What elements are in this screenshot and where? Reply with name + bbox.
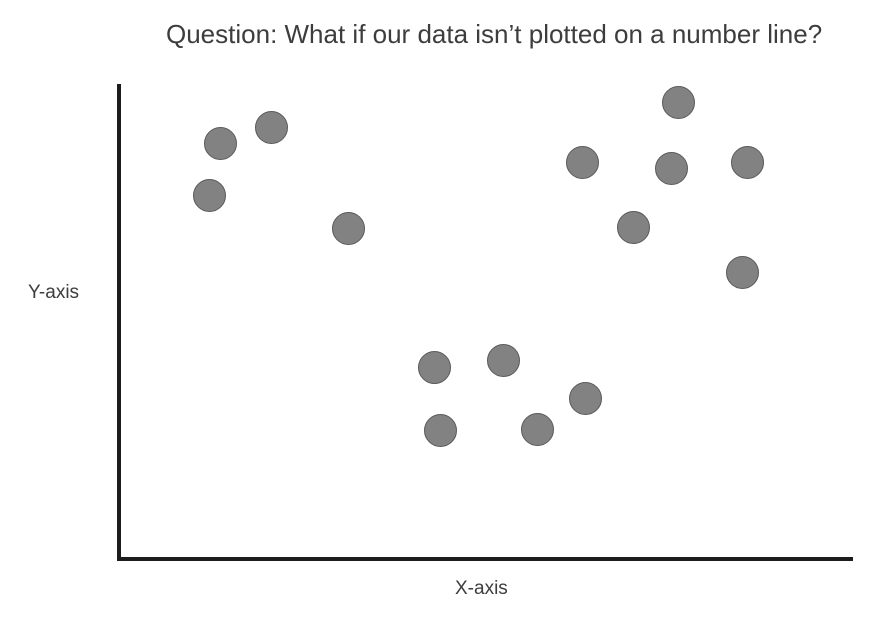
data-point xyxy=(203,126,237,160)
data-point xyxy=(331,211,365,245)
data-point xyxy=(725,255,759,289)
data-point xyxy=(192,178,226,212)
y-axis-line xyxy=(117,84,121,561)
data-point xyxy=(654,151,688,185)
x-axis-line xyxy=(117,557,853,561)
data-point xyxy=(486,343,520,377)
data-point xyxy=(568,381,602,415)
data-point xyxy=(661,85,695,119)
data-point xyxy=(254,110,288,144)
slide-title: Question: What if our data isn’t plotted… xyxy=(166,19,823,49)
x-axis-label: X-axis xyxy=(455,578,508,599)
data-point xyxy=(730,145,764,179)
y-axis-label: Y-axis xyxy=(28,282,80,303)
data-point xyxy=(616,210,650,244)
data-point xyxy=(423,413,457,447)
data-point xyxy=(417,350,451,384)
data-point xyxy=(520,412,554,446)
data-point xyxy=(565,145,599,179)
